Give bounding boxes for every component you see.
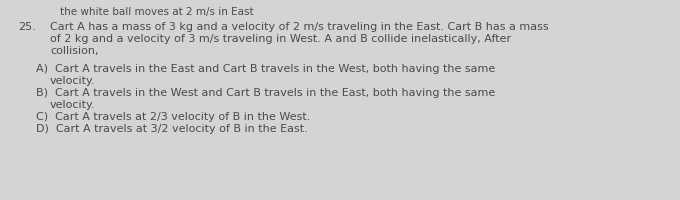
Text: the white ball moves at 2 m/s in East: the white ball moves at 2 m/s in East xyxy=(60,7,254,17)
Text: 25.: 25. xyxy=(18,22,36,32)
Text: velocity.: velocity. xyxy=(50,100,96,110)
Text: D)  Cart A travels at 3/2 velocity of B in the East.: D) Cart A travels at 3/2 velocity of B i… xyxy=(36,124,308,134)
Text: of 2 kg and a velocity of 3 m/s traveling in West. A and B collide inelastically: of 2 kg and a velocity of 3 m/s travelin… xyxy=(50,34,511,44)
Text: B)  Cart A travels in the West and Cart B travels in the East, both having the s: B) Cart A travels in the West and Cart B… xyxy=(36,88,495,98)
Text: velocity.: velocity. xyxy=(50,76,96,86)
Text: collision,: collision, xyxy=(50,46,99,56)
Text: Cart A has a mass of 3 kg and a velocity of 2 m/s traveling in the East. Cart B : Cart A has a mass of 3 kg and a velocity… xyxy=(50,22,549,32)
Text: C)  Cart A travels at 2/3 velocity of B in the West.: C) Cart A travels at 2/3 velocity of B i… xyxy=(36,112,310,122)
Text: A)  Cart A travels in the East and Cart B travels in the West, both having the s: A) Cart A travels in the East and Cart B… xyxy=(36,64,495,74)
